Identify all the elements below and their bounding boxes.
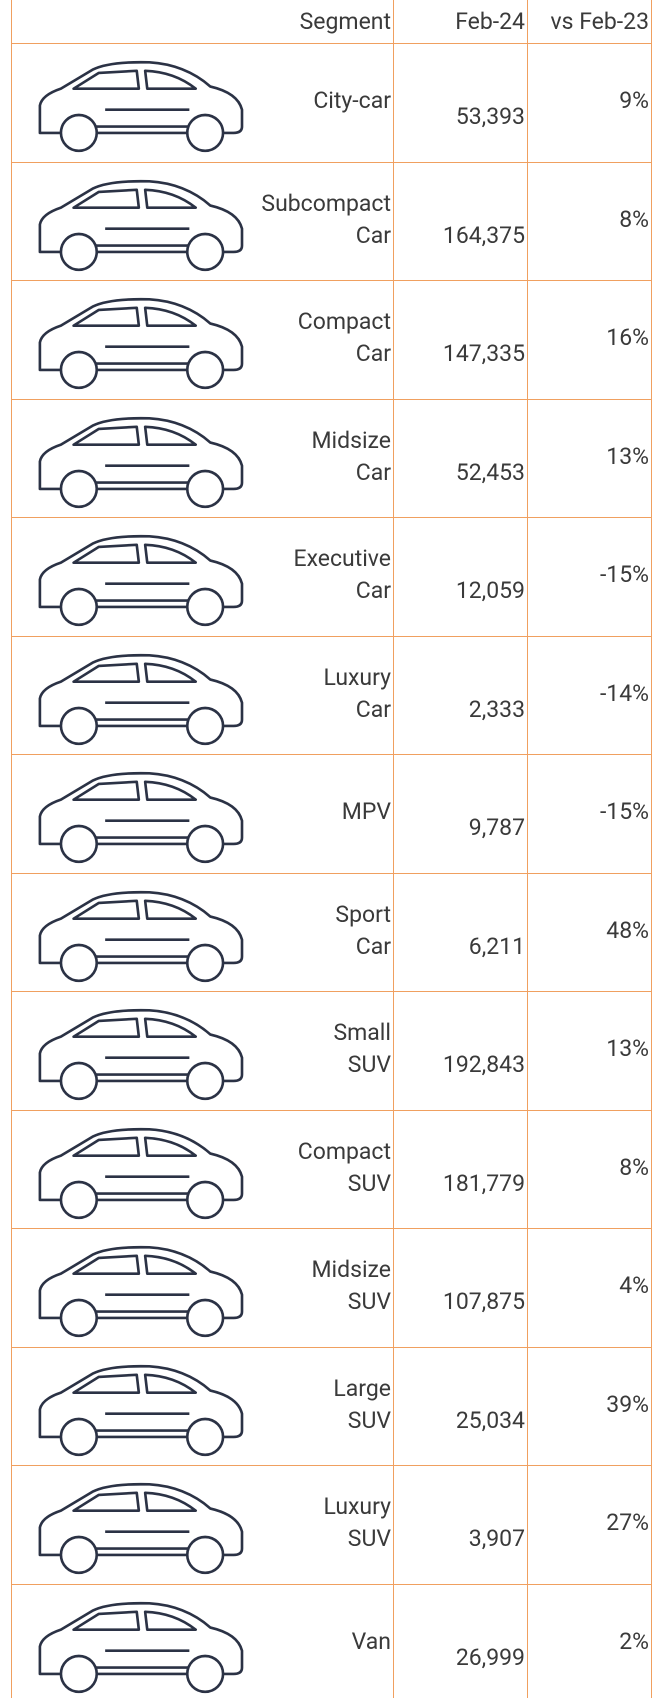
segment-label: Compact Car: [200, 306, 391, 370]
change: 27%: [527, 1507, 649, 1539]
volume: 164,375: [393, 220, 525, 252]
change: 8%: [527, 1152, 649, 1184]
change: 9%: [527, 85, 649, 117]
row-border: [11, 280, 651, 281]
segment-label: Large SUV: [200, 1373, 391, 1437]
volume: 26,999: [393, 1642, 525, 1674]
change: 13%: [527, 441, 649, 473]
segment-table: SegmentFeb-24vs Feb-23 City-car53,3939% Su…: [0, 0, 653, 1698]
change: 39%: [527, 1389, 649, 1421]
volume: 12,059: [393, 575, 525, 607]
change: 4%: [527, 1270, 649, 1302]
segment-label: MPV: [200, 796, 391, 828]
change: 48%: [527, 915, 649, 947]
volume: 2,333: [393, 694, 525, 726]
row-border: [11, 754, 651, 755]
change: 13%: [527, 1033, 649, 1065]
row-border: [11, 1228, 651, 1229]
segment-label: Luxury SUV: [200, 1491, 391, 1555]
column-border: [527, 0, 528, 1698]
volume: 107,875: [393, 1286, 525, 1318]
volume: 147,335: [393, 338, 525, 370]
change: -15%: [527, 559, 649, 591]
volume: 25,034: [393, 1405, 525, 1437]
row-border: [11, 873, 651, 874]
segment-label: Sport Car: [200, 899, 391, 963]
column-border: [393, 0, 394, 1698]
volume: 181,779: [393, 1168, 525, 1200]
header-cell: vs Feb-23: [527, 6, 649, 38]
change: -14%: [527, 678, 649, 710]
change: -15%: [527, 796, 649, 828]
row-border: [11, 1584, 651, 1585]
volume: 9,787: [393, 812, 525, 844]
segment-label: Executive Car: [200, 543, 391, 607]
volume: 53,393: [393, 101, 525, 133]
header-cell: Feb-24: [393, 6, 525, 38]
change: 8%: [527, 204, 649, 236]
header-cell: Segment: [11, 6, 391, 38]
change: 2%: [527, 1626, 649, 1658]
row-border: [11, 1465, 651, 1466]
row-border: [11, 636, 651, 637]
header-border: [11, 43, 651, 44]
segment-label: Small SUV: [200, 1017, 391, 1081]
row-border: [11, 162, 651, 163]
row-border: [11, 991, 651, 992]
segment-label: Luxury Car: [200, 662, 391, 726]
column-border: [651, 0, 652, 1698]
segment-label: Van: [200, 1626, 391, 1658]
segment-label: Compact SUV: [200, 1136, 391, 1200]
segment-label: Midsize SUV: [200, 1254, 391, 1318]
volume: 6,211: [393, 931, 525, 963]
segment-label: City-car: [200, 85, 391, 117]
segment-label: Subcompact Car: [200, 188, 391, 252]
change: 16%: [527, 322, 649, 354]
column-border: [11, 0, 12, 1698]
row-border: [11, 517, 651, 518]
segment-label: Midsize Car: [200, 425, 391, 489]
volume: 3,907: [393, 1523, 525, 1555]
row-border: [11, 1110, 651, 1111]
volume: 52,453: [393, 457, 525, 489]
row-border: [11, 1347, 651, 1348]
volume: 192,843: [393, 1049, 525, 1081]
row-border: [11, 399, 651, 400]
